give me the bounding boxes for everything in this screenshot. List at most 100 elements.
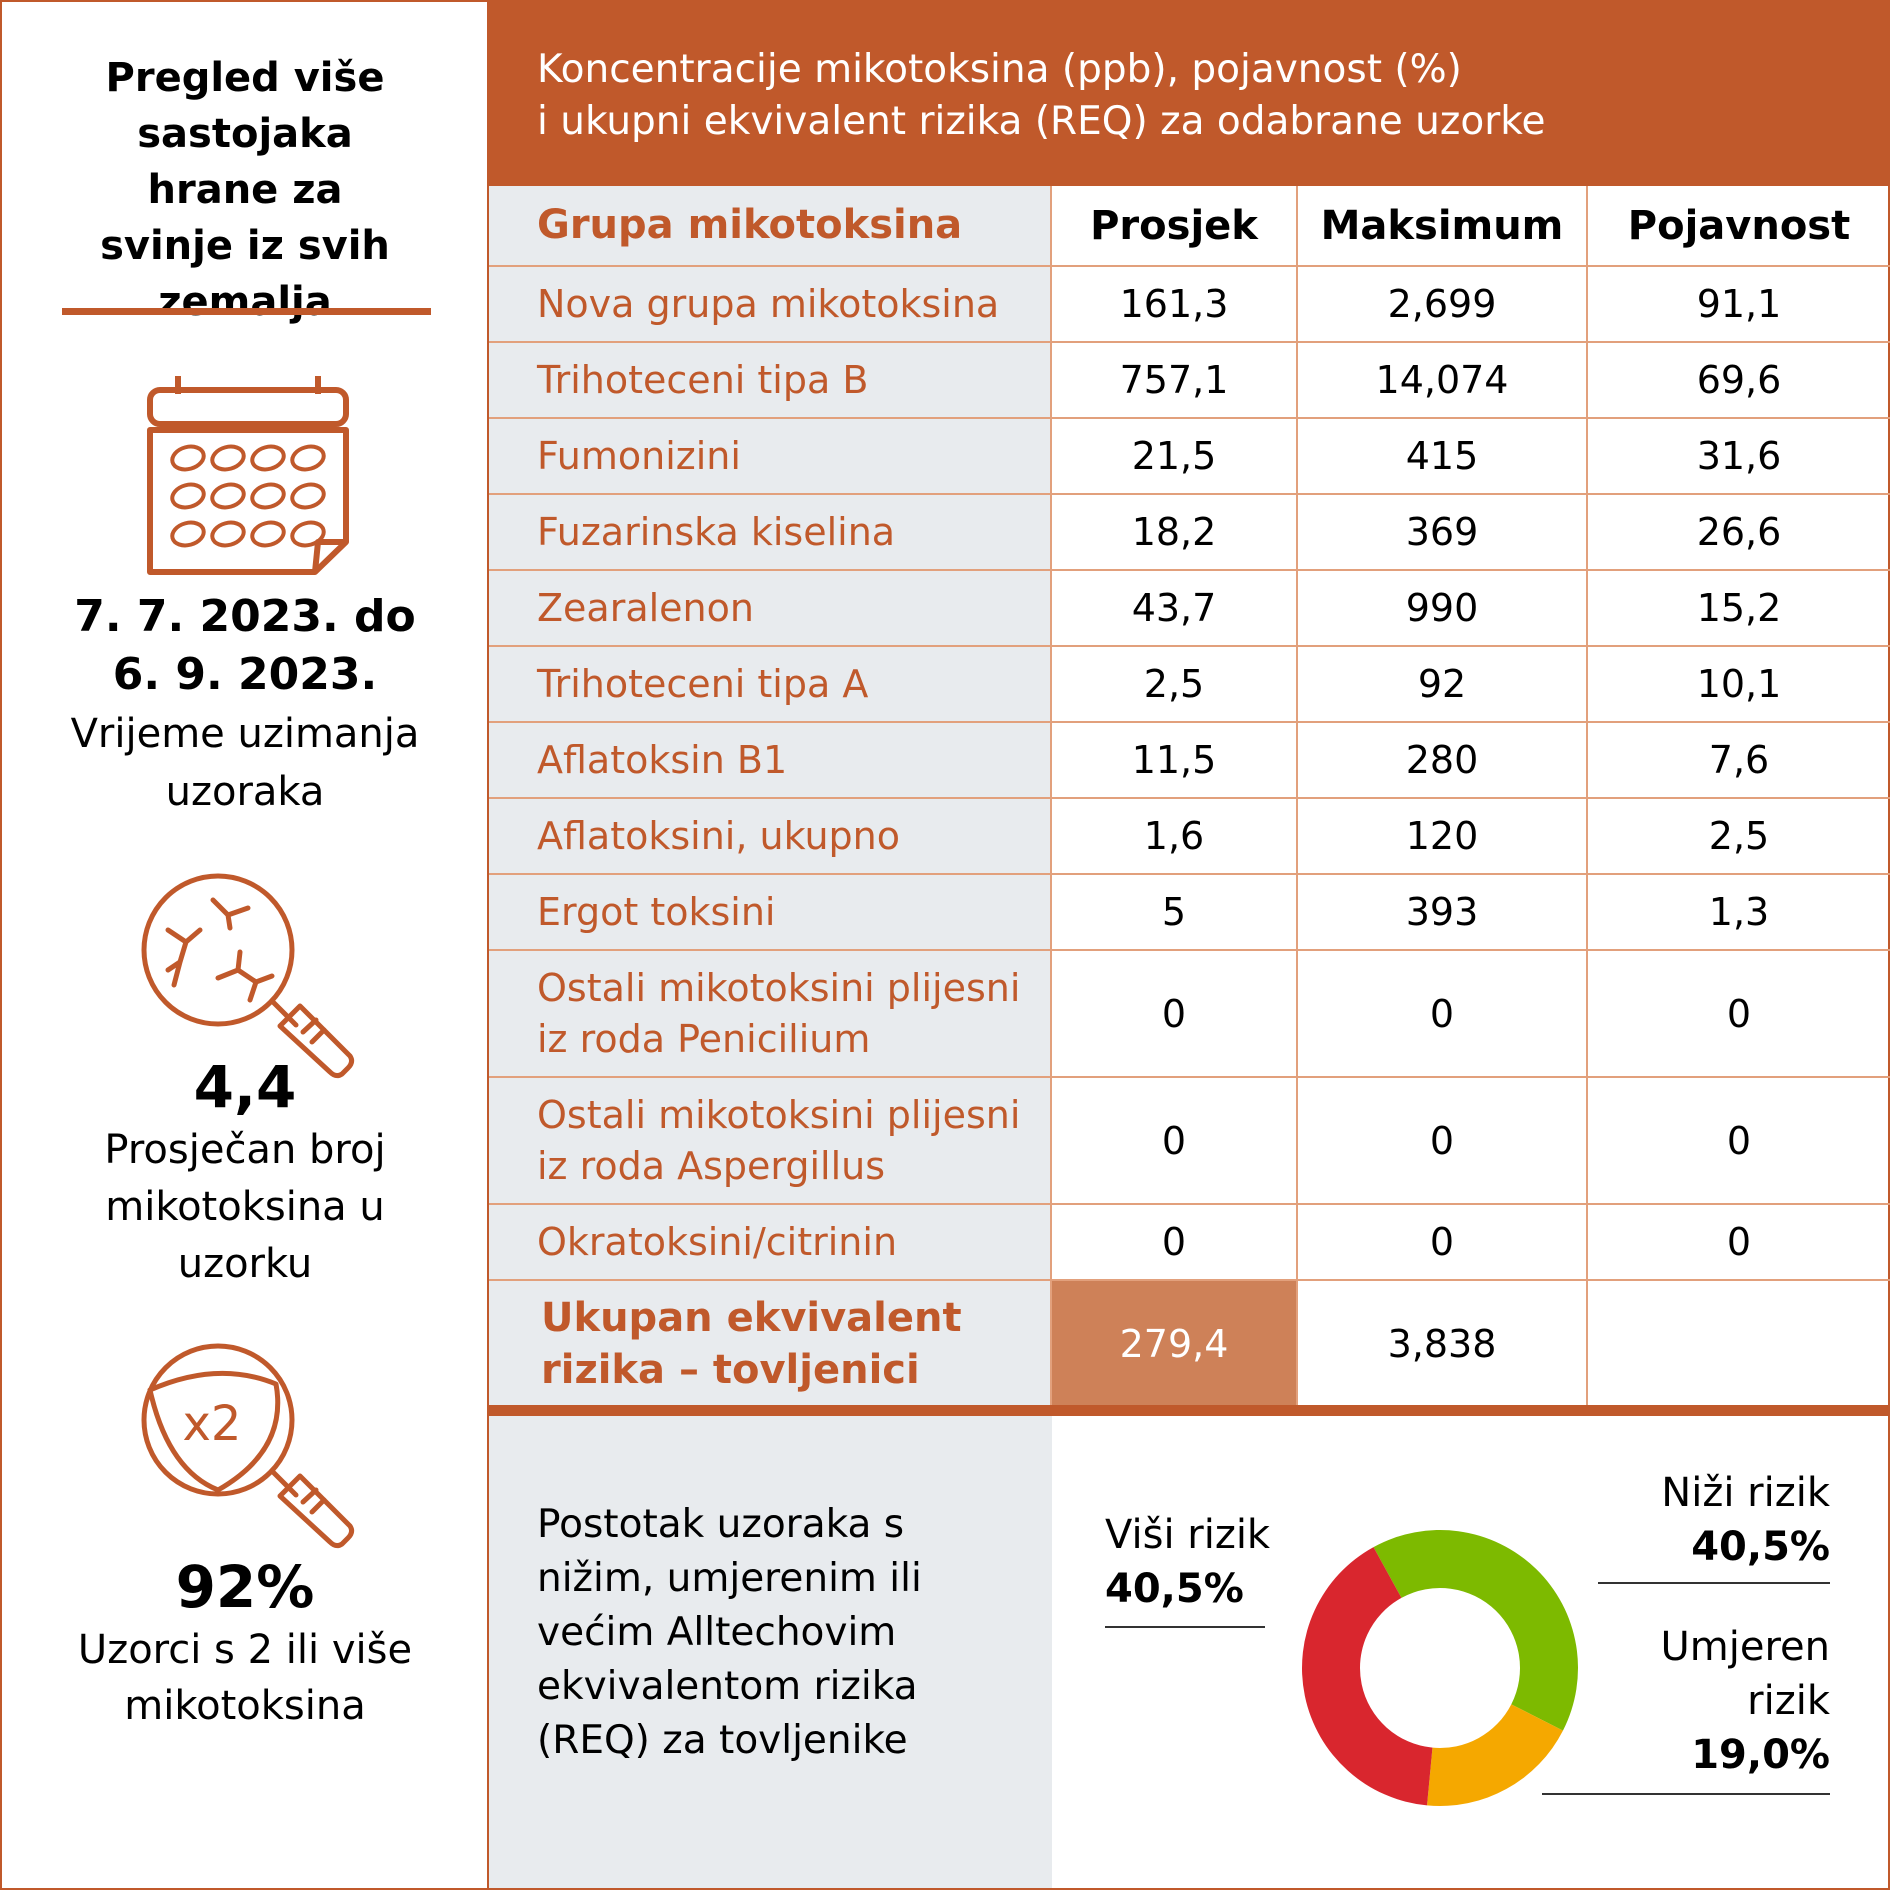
multi-mycotoxin-label-text: Uzorci s 2 ili više mikotoksina [77, 1627, 413, 1729]
row-label: Okratoksini/citrinin [489, 1205, 1052, 1279]
row-label: Aflatoksin B1 [489, 723, 1052, 797]
cell-maximum: 14,074 [1298, 343, 1588, 417]
row-label: Trihoteceni tipa B [489, 343, 1052, 417]
cell-average: 18,2 [1052, 495, 1298, 569]
x2-label: x2 [183, 1396, 242, 1452]
magnifier-mold-icon [141, 873, 355, 1079]
row-label: Ostali mikotoksini plijesni iz roda Aspe… [489, 1078, 1052, 1203]
cell-maximum: 415 [1298, 419, 1588, 493]
total-label: Ukupan ekvivalent rizika – tovljenici [489, 1281, 1052, 1407]
panel-title: Pregled više sastojaka hrane za svinje i… [0, 50, 490, 330]
total-average-cell: 279,4 [1052, 1281, 1298, 1407]
cell-average: 5 [1052, 875, 1298, 949]
cell-average: 21,5 [1052, 419, 1298, 493]
date-label-text: Vrijeme uzimanja uzoraka [70, 711, 420, 815]
panel-title-text: Pregled više sastojaka hrane za svinje i… [100, 55, 390, 325]
cell-occurrence: 0 [1726, 1220, 1752, 1264]
avg-mycotoxins-label: Prosječan broj mikotoksina u uzorku [0, 1122, 490, 1293]
cell-average: 0 [1052, 1078, 1298, 1203]
cell-maximum: 0 [1298, 951, 1588, 1076]
cell-maximum: 990 [1298, 571, 1588, 645]
total-maximum-cell: 3,838 [1298, 1281, 1588, 1407]
multi-mycotoxin-label: Uzorci s 2 ili više mikotoksina [0, 1622, 490, 1734]
cell-occurrence: 15,2 [1696, 586, 1782, 630]
legend-high-risk-underline [1105, 1626, 1265, 1628]
risk-description: Postotak uzoraka s nižim, umjerenim ili … [537, 1502, 922, 1763]
column-header-maximum: Maksimum [1298, 186, 1588, 265]
header-title: Koncentracije mikotoksina (ppb), pojavno… [537, 44, 1545, 148]
total-occurrence-cell [1588, 1281, 1890, 1407]
cell-average: 757,1 [1052, 343, 1298, 417]
risk-donut-chart [1302, 1530, 1578, 1806]
slice-low-risk [1373, 1530, 1578, 1731]
table-row: Trihoteceni tipa A 2,5 92 10,1 [489, 647, 1890, 723]
cell-maximum: 369 [1298, 495, 1588, 569]
cell-maximum: 2,699 [1298, 267, 1588, 341]
total-bottom-bar [489, 1405, 1890, 1416]
cell-average: 1,6 [1052, 799, 1298, 873]
row-label-line1: Ostali mikotoksini plijesni [537, 1092, 1021, 1137]
cell-occurrence: 2,5 [1708, 814, 1770, 858]
legend-high-risk: Viši rizik 40,5% [1105, 1508, 1270, 1616]
cell-average: 0 [1052, 1205, 1298, 1279]
row-label-line2: iz roda Penicilium [537, 1016, 871, 1061]
cell-occurrence: 0 [1726, 991, 1752, 1036]
cell-occurrence: 69,6 [1696, 358, 1782, 402]
legend-high-risk-label: Viši rizik [1105, 1512, 1271, 1558]
header-title-line2: i ukupni ekvivalent rizika (REQ) za odab… [537, 99, 1546, 144]
mycotoxin-table: Grupa mikotoksina Prosjek Maksimum Pojav… [489, 186, 1890, 1407]
legend-low-risk-label: Niži rizik [1661, 1470, 1830, 1516]
row-label: Trihoteceni tipa A [489, 647, 1052, 721]
date-range: 7. 7. 2023. do 6. 9. 2023. [0, 588, 490, 704]
avg-mycotoxins-label-text: Prosječan broj mikotoksina u uzorku [104, 1127, 386, 1287]
table-row: Aflatoksini, ukupno 1,6 120 2,5 [489, 799, 1890, 875]
column-header-average: Prosjek [1052, 186, 1298, 265]
header-band: Koncentracije mikotoksina (ppb), pojavno… [489, 0, 1890, 186]
row-label: Zearalenon [489, 571, 1052, 645]
cell-occurrence: 0 [1726, 1118, 1752, 1163]
legend-moderate-risk-value: 19,0% [1691, 1732, 1830, 1778]
legend-low-risk-value: 40,5% [1691, 1524, 1830, 1570]
row-label: Ergot toksini [489, 875, 1052, 949]
cell-average: 0 [1052, 951, 1298, 1076]
table-row: Trihoteceni tipa B 757,1 14,074 69,6 [489, 343, 1890, 419]
legend-high-risk-value: 40,5% [1105, 1566, 1244, 1612]
row-label-line2: iz roda Aspergillus [537, 1143, 886, 1188]
row-label: Fumonizini [489, 419, 1052, 493]
table-row: Nova grupa mikotoksina 161,3 2,699 91,1 [489, 267, 1890, 343]
cell-occurrence: 7,6 [1708, 738, 1770, 782]
cell-maximum: 0 [1298, 1078, 1588, 1203]
cell-maximum: 280 [1298, 723, 1588, 797]
table-row: Ostali mikotoksini plijesni iz roda Aspe… [489, 1078, 1890, 1205]
date-range-line1: 7. 7. 2023. do [74, 591, 416, 642]
cell-maximum: 92 [1298, 647, 1588, 721]
magnifier-x2-icon: x2 [141, 1343, 355, 1549]
cell-occurrence: 1,3 [1708, 890, 1770, 934]
legend-moderate-risk-label-line2: rizik [1747, 1678, 1830, 1724]
table-row: Ostali mikotoksini plijesni iz roda Peni… [489, 951, 1890, 1078]
cell-maximum: 0 [1298, 1205, 1588, 1279]
legend-low-risk-underline [1598, 1582, 1830, 1584]
left-panel: Pregled više sastojaka hrane za svinje i… [0, 0, 487, 1890]
cell-average: 161,3 [1052, 267, 1298, 341]
total-label-line1: Ukupan ekvivalent [541, 1295, 962, 1341]
cell-occurrence: 31,6 [1696, 434, 1782, 478]
cell-average: 2,5 [1052, 647, 1298, 721]
table-header-row: Grupa mikotoksina Prosjek Maksimum Pojav… [489, 186, 1890, 267]
cell-occurrence: 91,1 [1696, 282, 1782, 326]
slice-moderate-risk [1427, 1704, 1563, 1806]
total-row: Ukupan ekvivalent rizika – tovljenici 27… [489, 1281, 1890, 1407]
panel-divider [487, 0, 489, 1890]
risk-description-panel: Postotak uzoraka s nižim, umjerenim ili … [489, 1416, 1052, 1888]
title-divider [62, 308, 431, 315]
row-label: Aflatoksini, ukupno [489, 799, 1052, 873]
row-label: Fuzarinska kiselina [489, 495, 1052, 569]
cell-occurrence: 10,1 [1696, 662, 1782, 706]
cell-average: 11,5 [1052, 723, 1298, 797]
table-row: Okratoksini/citrinin 0 0 0 [489, 1205, 1890, 1281]
table-row: Ergot toksini 5 393 1,3 [489, 875, 1890, 951]
column-header-occurrence: Pojavnost [1627, 202, 1851, 249]
cell-occurrence: 26,6 [1696, 510, 1782, 554]
cell-average: 43,7 [1052, 571, 1298, 645]
row-label-line1: Ostali mikotoksini plijesni [537, 965, 1021, 1010]
